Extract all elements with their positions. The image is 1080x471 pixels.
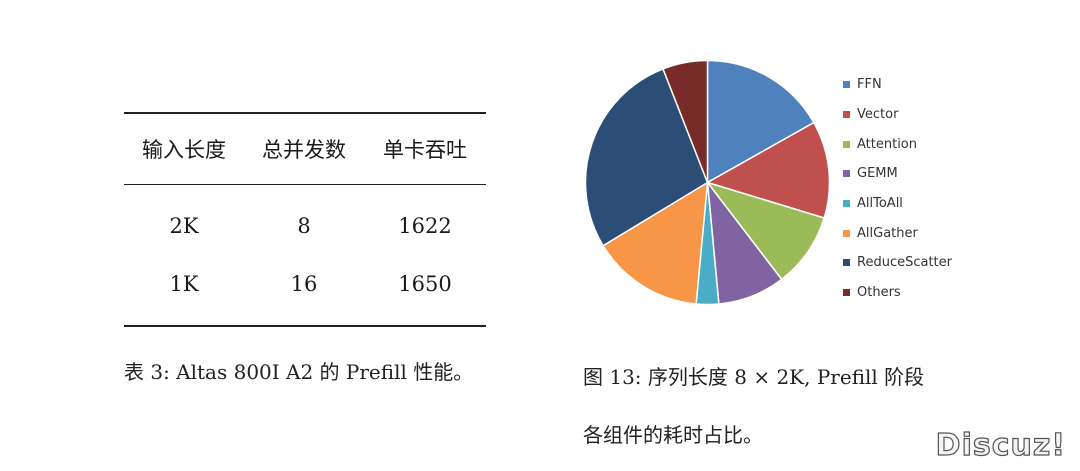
legend-item-alltoall: AllToAll — [843, 189, 952, 219]
table-row: 1K 16 1650 — [124, 255, 486, 313]
legend-item-attention: Attention — [843, 129, 952, 159]
pie-slice-ffn — [706, 59, 815, 184]
legend-label: FFN — [857, 77, 882, 93]
pie-chart — [584, 59, 831, 306]
pie-slice-allgather — [602, 181, 709, 305]
legend-item-gemm: GEMM — [843, 159, 952, 189]
legend-swatch — [843, 111, 850, 119]
cell-input-length: 1K — [169, 272, 199, 296]
legend-label: Attention — [857, 136, 917, 152]
legend-item-ffn: FFN — [843, 70, 952, 100]
legend-item-allgather: AllGather — [843, 218, 952, 248]
legend-label: GEMM — [857, 166, 898, 182]
legend-item-vector: Vector — [843, 100, 952, 130]
legend-label: AllGather — [857, 225, 918, 241]
cell-throughput: 1650 — [398, 272, 452, 296]
header-total-concurrency: 总并发数 — [262, 138, 346, 162]
legend-swatch — [843, 140, 850, 148]
legend-label: AllToAll — [857, 196, 903, 212]
table-header-row: 输入长度 总并发数 单卡吞吐 — [124, 114, 486, 184]
pie-slice-reducescatter — [584, 67, 709, 247]
table-row: 2K 8 1622 — [124, 197, 486, 255]
performance-table: 输入长度 总并发数 单卡吞吐 2K 8 1622 1K 16 1650 — [124, 112, 486, 327]
table-top-rule — [124, 112, 486, 114]
legend-label: Others — [857, 285, 901, 301]
legend-label: ReduceScatter — [857, 255, 952, 271]
pie-legend: FFN Vector Attention GEMM AllToAll AllGather R… — [843, 70, 952, 308]
table-caption: 表 3: Altas 800I A2 的 Prefill 性能。 — [124, 360, 474, 384]
pie-slice-others — [662, 59, 709, 183]
legend-swatch — [843, 229, 850, 237]
legend-swatch — [843, 170, 850, 178]
legend-item-reducescatter: ReduceScatter — [843, 248, 952, 278]
cell-concurrency: 16 — [290, 272, 318, 296]
legend-swatch — [843, 81, 850, 89]
cell-concurrency: 8 — [297, 214, 311, 238]
header-per-card-throughput: 单卡吞吐 — [383, 138, 467, 162]
table-bottom-rule — [124, 325, 486, 327]
legend-label: Vector — [857, 107, 899, 123]
cell-throughput: 1622 — [398, 214, 452, 238]
cell-input-length: 2K — [169, 214, 199, 238]
table-mid-rule — [124, 184, 486, 185]
pie-slice-attention — [705, 181, 826, 281]
figure-caption-line-2: 各组件的耗时占比。 — [583, 423, 763, 447]
legend-swatch — [843, 259, 850, 267]
legend-item-others: Others — [843, 278, 952, 308]
legend-swatch — [843, 289, 850, 297]
watermark-logo: Discuz! — [935, 427, 1066, 463]
header-input-length: 输入长度 — [142, 138, 226, 162]
figure-caption: 图 13: 序列长度 8 × 2K, Prefill 阶段 各组件的耗时占比。 — [583, 348, 983, 464]
figure-caption-line-1: 图 13: 序列长度 8 × 2K, Prefill 阶段 — [583, 365, 925, 389]
legend-swatch — [843, 200, 850, 208]
pie-slice-vector — [705, 121, 831, 219]
